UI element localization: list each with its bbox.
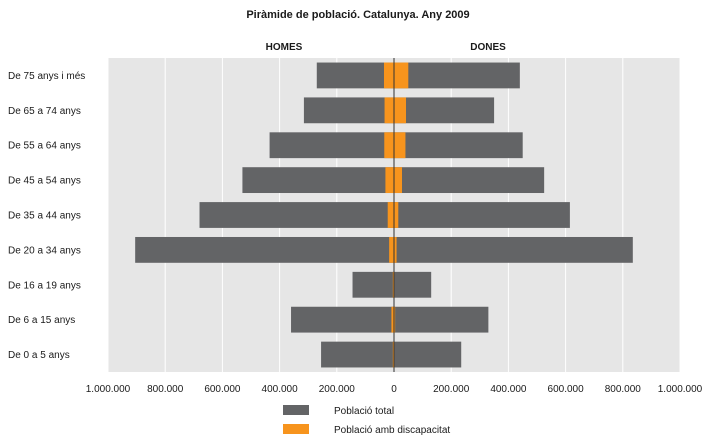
legend-swatch <box>283 405 309 415</box>
category-label: De 6 a 15 anys <box>8 315 75 326</box>
legend-swatch <box>283 424 309 434</box>
chart-title: Piràmide de població. Catalunya. Any 200… <box>246 9 469 21</box>
bar-homes-total <box>352 271 394 298</box>
legend-label: Població amb discapacitat <box>334 425 450 436</box>
category-label: De 65 a 74 anys <box>8 106 81 117</box>
bar-dones-discapacitat <box>394 167 403 194</box>
category-labels: De 75 anys i més De 65 a 74 anys De 55 a 6… <box>8 71 85 361</box>
bar-dones-total <box>394 167 545 194</box>
x-tick-label: 800.000 <box>605 384 642 395</box>
x-tick-label: 800.000 <box>147 384 184 395</box>
bar-homes-discapacitat <box>392 271 394 298</box>
bar-dones-discapacitat <box>394 236 397 263</box>
category-label: De 16 a 19 anys <box>8 280 81 291</box>
homes-label: HOMES <box>266 42 303 53</box>
bar-homes-discapacitat <box>392 341 394 368</box>
bar-homes-discapacitat <box>385 167 394 194</box>
x-tick-label: 1.000.000 <box>86 384 131 395</box>
x-tick-label: 600.000 <box>204 384 241 395</box>
bar-homes-total <box>269 132 394 159</box>
dones-label: DONES <box>470 42 506 53</box>
x-axis: 1.000.000 800.000 600.000 400.000 200.000 0 20… <box>86 384 703 395</box>
legend: Població total Població amb discapacitat <box>283 405 450 436</box>
category-label: De 35 a 44 anys <box>8 211 81 222</box>
x-tick-label: 400.000 <box>262 384 299 395</box>
bar-homes-discapacitat <box>383 62 394 89</box>
bar-dones-total <box>394 341 462 368</box>
category-label: De 75 anys i més <box>8 71 85 82</box>
bar-dones-total <box>394 62 520 89</box>
bar-homes-total <box>316 62 394 89</box>
x-tick-label: 0 <box>391 384 397 395</box>
bar-dones-total <box>394 202 570 228</box>
category-label: De 55 a 64 anys <box>8 141 81 152</box>
bar-dones-discapacitat <box>394 306 396 333</box>
x-tick-label: 600.000 <box>548 384 585 395</box>
bars <box>135 58 633 372</box>
bar-homes-total <box>303 97 394 124</box>
bar-homes-discapacitat <box>387 202 394 228</box>
x-tick-label: 200.000 <box>433 384 470 395</box>
bar-dones-total <box>394 306 489 333</box>
bar-homes-total <box>135 236 395 263</box>
x-tick-label: 200.000 <box>319 384 356 395</box>
bar-homes-discapacitat <box>384 97 394 124</box>
bar-homes-discapacitat <box>384 132 394 159</box>
bar-dones-total <box>394 236 633 263</box>
bar-dones-total <box>394 132 523 159</box>
bar-homes-total <box>321 341 394 368</box>
legend-label: Població total <box>334 406 394 417</box>
bar-dones-discapacitat <box>394 97 407 124</box>
bar-dones-total <box>394 271 432 298</box>
bar-homes-total <box>199 202 394 228</box>
bar-dones-discapacitat <box>394 202 399 228</box>
x-tick-label: 1.000.000 <box>658 384 703 395</box>
category-label: De 0 a 5 anys <box>8 350 70 361</box>
bar-homes-discapacitat <box>391 306 394 333</box>
bar-homes-total <box>242 167 394 194</box>
bar-homes-total <box>291 306 394 333</box>
bar-homes-discapacitat <box>389 236 394 263</box>
category-label: De 20 a 34 anys <box>8 245 81 256</box>
bar-dones-discapacitat <box>394 62 409 89</box>
category-label: De 45 a 54 anys <box>8 176 81 187</box>
bar-dones-total <box>394 97 495 124</box>
x-tick-label: 400.000 <box>490 384 527 395</box>
bar-dones-discapacitat <box>394 132 406 159</box>
